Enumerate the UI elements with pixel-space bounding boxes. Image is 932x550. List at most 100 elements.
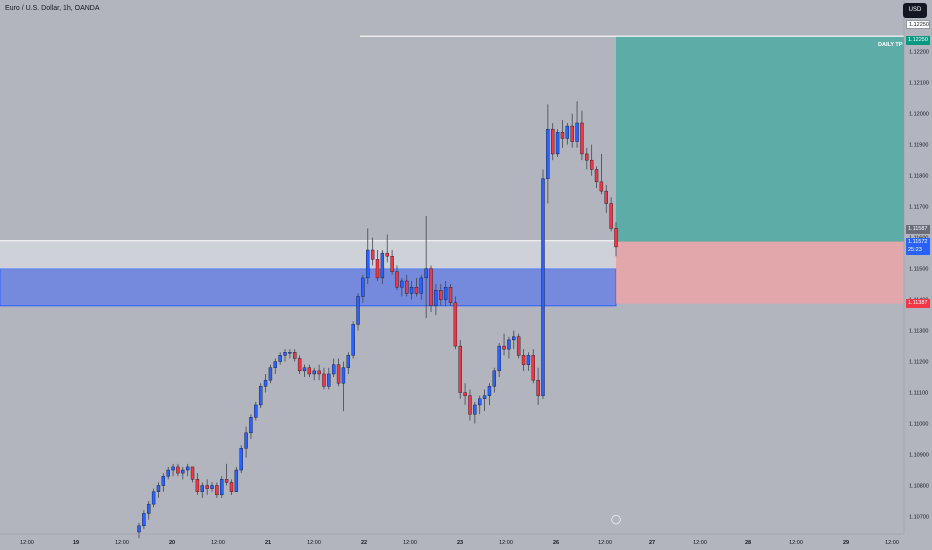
price-tick-label: 1.11300: [909, 329, 928, 335]
candle-body: [541, 178, 545, 396]
price-tick-label: 1.12200: [909, 50, 929, 56]
candle-body: [585, 153, 589, 161]
candle-body: [322, 373, 326, 387]
stop-zone: [616, 241, 904, 304]
candle-body: [234, 469, 239, 492]
candle-body: [546, 128, 550, 179]
candle-body: [599, 181, 604, 192]
price-tick-label: 1.11100: [909, 391, 928, 397]
daily-tp-label: DAILY TP: [878, 42, 903, 48]
candle-body: [166, 469, 170, 477]
price-tag-top: 1.12250: [906, 20, 930, 29]
price-tick-label: 1.11000: [909, 422, 928, 428]
candle-body: [492, 370, 497, 387]
price-tick-label: 1.11700: [909, 205, 928, 211]
price-tick-label: 1.11900: [909, 143, 928, 149]
candle-body: [312, 370, 316, 375]
candle-body: [404, 280, 409, 294]
candle-body: [497, 345, 501, 372]
candle-body: [439, 290, 443, 300]
candle-body: [220, 479, 224, 496]
price-tag-current: 1.11572: [906, 238, 930, 247]
candle-body: [137, 525, 141, 533]
candle-body: [375, 259, 380, 279]
price-tick-label: 1.12100: [909, 81, 929, 87]
candle-body: [453, 302, 458, 347]
time-tick-label: 27: [649, 540, 655, 546]
time-tick-label: 12:00: [403, 540, 417, 546]
time-tick-label: 12:00: [885, 540, 899, 546]
candle-body: [361, 277, 365, 297]
price-tag-target: 1.12250: [906, 36, 930, 45]
candle-body: [526, 355, 531, 365]
candle-body: [468, 395, 472, 415]
candle-body: [215, 485, 219, 496]
event-marker-icon[interactable]: ◯: [611, 514, 622, 524]
candle-body: [487, 386, 492, 396]
candle-body: [565, 125, 570, 139]
candle-body: [589, 159, 594, 170]
time-tick-label: 12:00: [115, 540, 129, 546]
candle-body: [366, 249, 370, 279]
time-tick-label: 12:00: [693, 540, 707, 546]
price-tag-stop: 1.11387: [906, 299, 930, 308]
candle-body: [341, 367, 346, 384]
candle-body: [224, 479, 229, 483]
candle-body: [244, 432, 248, 449]
time-tick-label: 29: [843, 540, 849, 546]
candle-body: [434, 290, 438, 306]
candle-body: [297, 358, 302, 372]
candle-body: [229, 482, 234, 492]
candle-body: [414, 286, 419, 294]
candle-body: [283, 352, 287, 356]
candle-body: [195, 479, 200, 492]
candle-body: [551, 128, 555, 155]
candle-body: [555, 132, 560, 155]
price-tick-label: 1.11800: [909, 174, 928, 180]
currency-button[interactable]: USD: [903, 3, 927, 18]
candle-body: [370, 249, 375, 260]
candle-body: [205, 485, 209, 489]
price-tick-label: 1.10700: [909, 515, 929, 521]
candle-body: [609, 203, 613, 229]
candle-body: [482, 395, 487, 399]
candle-body: [507, 339, 511, 350]
time-tick-label: 12:00: [499, 540, 513, 546]
candle-body: [181, 469, 185, 474]
candle-body: [293, 352, 297, 359]
candle-body: [614, 228, 618, 248]
candle-body: [570, 125, 574, 142]
time-tick-label: 22: [361, 540, 367, 546]
time-tick-label: 26: [553, 540, 559, 546]
time-tick-label: 12:00: [211, 540, 225, 546]
candle-body: [161, 476, 166, 486]
candle-body: [385, 252, 389, 257]
symbol-title: Euro / U.S. Dollar, 1h, OANDA: [5, 5, 100, 12]
price-tag-level: 1.11587: [906, 225, 930, 234]
candle-body: [521, 355, 526, 365]
candle-body: [336, 364, 341, 384]
time-tick-label: 21: [265, 540, 271, 546]
candle-body: [560, 132, 565, 139]
candle-body: [424, 268, 428, 279]
candle-body: [463, 392, 467, 396]
candle-body: [258, 386, 263, 406]
price-tick-label: 1.10800: [909, 484, 929, 490]
candle-body: [390, 256, 394, 272]
candle-body: [302, 367, 307, 372]
candle-body: [478, 398, 482, 406]
price-tick-label: 1.11500: [909, 267, 928, 273]
candle-body: [142, 513, 146, 527]
time-tick-label: 12:00: [598, 540, 612, 546]
candle-body: [151, 491, 156, 505]
time-tick-label: 12:00: [20, 540, 34, 546]
target-zone: [616, 36, 904, 242]
price-tick-label: 1.10900: [909, 453, 929, 459]
candle-body: [448, 286, 453, 303]
candle-body: [419, 277, 424, 294]
price-tick-label: 1.11200: [909, 360, 928, 366]
time-tick-label: 12:00: [307, 540, 321, 546]
candle-body: [531, 355, 535, 381]
